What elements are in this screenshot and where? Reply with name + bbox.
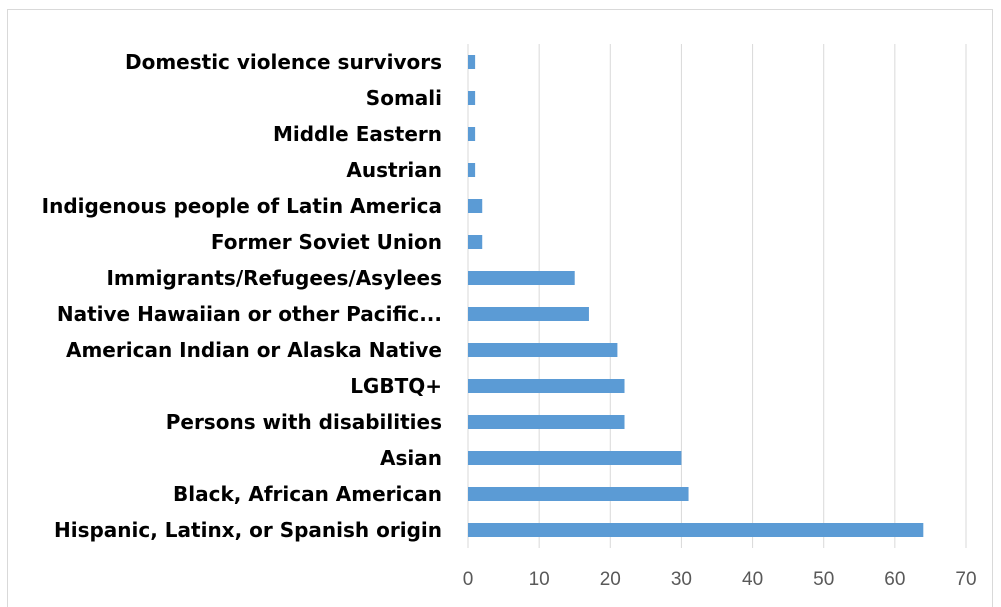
x-tick-label: 50 [813, 569, 834, 590]
category-label: Middle Eastern [273, 122, 442, 146]
bar [468, 271, 575, 285]
category-label: Asian [380, 446, 442, 470]
bar [468, 451, 682, 465]
x-tick-label: 40 [742, 569, 763, 590]
category-label: Hispanic, Latinx, or Spanish origin [54, 518, 442, 542]
bar [468, 91, 476, 105]
bar [468, 415, 625, 429]
category-label: Native Hawaiian or other Pacific... [57, 302, 442, 326]
x-tick-label: 10 [529, 569, 550, 590]
x-tick-label: 0 [463, 569, 474, 590]
bar [468, 55, 476, 69]
category-label: Black, African American [173, 482, 442, 506]
category-label: LGBTQ+ [350, 374, 442, 398]
bar [468, 307, 589, 321]
bar [468, 379, 625, 393]
category-label: Austrian [346, 158, 442, 182]
bar [468, 523, 924, 537]
category-label: Domestic violence survivors [125, 50, 442, 74]
x-tick-label: 20 [600, 569, 621, 590]
category-label: Somali [366, 86, 442, 110]
category-label: Immigrants/Refugees/Asylees [106, 266, 442, 290]
category-label: Persons with disabilities [166, 410, 442, 434]
bar [468, 127, 476, 141]
x-tick-label: 70 [955, 569, 976, 590]
bar [468, 235, 483, 249]
bar [468, 343, 618, 357]
x-tick-label: 60 [884, 569, 905, 590]
bars [468, 55, 924, 537]
gridlines [467, 44, 967, 548]
bar [468, 199, 483, 213]
category-labels: Hispanic, Latinx, or Spanish origin Black… [42, 50, 442, 542]
category-label: American Indian or Alaska Native [66, 338, 442, 362]
category-label: Indigenous people of Latin America [42, 194, 442, 218]
category-label: Former Soviet Union [211, 230, 442, 254]
bar [468, 487, 689, 501]
x-axis-tick-labels: 0 10 20 30 40 50 60 70 [463, 569, 977, 590]
bar [468, 163, 476, 177]
x-tick-label: 30 [671, 569, 692, 590]
